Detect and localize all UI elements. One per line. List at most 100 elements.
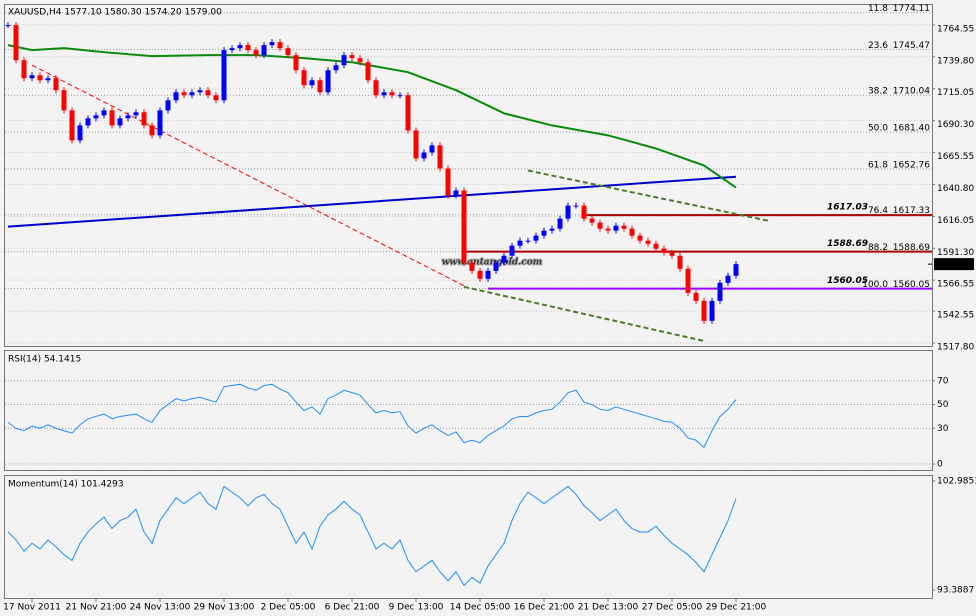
candle [453, 190, 459, 196]
level-label: 1617.03 [827, 203, 868, 213]
x-tick-label: 6 Dec 21:00 [325, 603, 380, 613]
candle [717, 282, 723, 301]
x-tick-label: 27 Dec 05:00 [642, 603, 703, 613]
candle [381, 92, 387, 96]
candle [37, 75, 43, 81]
y-tick-label: 1739.80 [937, 56, 974, 66]
candle [293, 55, 299, 71]
candle [85, 118, 91, 126]
candle [365, 62, 371, 81]
panel-title: Momentum(14) 101.4293 [8, 480, 124, 490]
candle [517, 240, 523, 246]
x-tick-label: 16 Dec 21:00 [514, 603, 575, 613]
level-label: 1560.05 [827, 276, 868, 286]
candle [557, 218, 563, 229]
candle [45, 78, 51, 81]
candle [541, 230, 547, 236]
candle [509, 245, 515, 256]
candle [5, 25, 11, 27]
y-tick-label: 1591.30 [937, 248, 974, 258]
candle [389, 92, 395, 96]
y-tick-label: 102.9851 [937, 476, 976, 486]
candle [261, 45, 267, 56]
fib-ratio: 23.6 [868, 41, 888, 51]
candle [685, 268, 691, 293]
x-tick-label: 9 Dec 13:00 [389, 603, 444, 613]
candle [501, 255, 507, 263]
candle [317, 80, 323, 93]
candle [77, 125, 83, 141]
moving-average [7, 44, 737, 189]
x-tick-label: 2 Dec 05:00 [261, 603, 316, 613]
candle [133, 112, 139, 116]
candle [725, 275, 731, 283]
candle [397, 95, 403, 97]
candle [637, 235, 643, 241]
last-price-label: 1579.00 [937, 261, 974, 271]
fib-ratio: 61.8 [868, 161, 888, 171]
candle [101, 110, 107, 116]
candle [61, 90, 67, 111]
fib-price: 1617.33 [893, 206, 930, 216]
momentum-panel [4, 475, 933, 599]
fib-price: 1681.40 [893, 124, 930, 134]
candle [629, 228, 635, 236]
candle [13, 25, 19, 61]
candle [29, 75, 35, 79]
candle [117, 118, 123, 126]
candle [581, 205, 587, 219]
candle [693, 292, 699, 301]
candle [493, 262, 499, 271]
x-tick-label: 21 Nov 21:00 [66, 603, 127, 613]
trendline [7, 175, 737, 228]
fib-price: 1652.76 [893, 161, 930, 171]
candle [669, 252, 675, 256]
chart-title: XAUUSD,H4 1577.10 1580.30 1574.20 1579.0… [8, 8, 222, 18]
candle [253, 50, 259, 56]
candle [445, 168, 451, 196]
y-tick-label: 0 [937, 460, 943, 470]
candle [221, 50, 227, 101]
candle [477, 270, 483, 279]
candle [421, 152, 427, 159]
candle [301, 70, 307, 86]
indicator-line [7, 383, 737, 449]
candle [733, 264, 739, 276]
candle [165, 100, 171, 111]
candle [213, 95, 219, 101]
candle [245, 45, 251, 51]
rsi-panel [4, 350, 933, 471]
y-tick-label: 1764.55 [937, 24, 974, 34]
watermark: www.antangold.com [442, 258, 543, 268]
fib-price: 1774.11 [893, 4, 930, 14]
candle [149, 125, 155, 136]
fib-ratio: 11.8 [868, 4, 888, 14]
candle [653, 243, 659, 249]
y-tick-label: 93.3887 [937, 586, 974, 596]
y-tick-label: 30 [937, 424, 949, 434]
candle [197, 90, 203, 93]
candle [549, 228, 555, 231]
candle [189, 92, 195, 96]
fib-ratio: 100.0 [862, 280, 888, 290]
candle [181, 92, 187, 96]
candle [677, 255, 683, 269]
candle [357, 58, 363, 63]
fib-ratio: 38.2 [868, 87, 888, 97]
candle [701, 300, 707, 321]
y-tick-label: 1616.05 [937, 216, 974, 226]
candle [125, 115, 131, 119]
candle [613, 225, 619, 231]
candle [373, 80, 379, 96]
y-tick-label: 1690.30 [937, 120, 974, 130]
candle [333, 65, 339, 71]
fib-price: 1588.69 [893, 243, 930, 253]
candle [229, 48, 235, 51]
candle [325, 70, 331, 93]
x-tick-label: 29 Nov 13:00 [194, 603, 255, 613]
candle [661, 248, 667, 253]
candle [349, 55, 355, 59]
candle [429, 145, 435, 153]
candle [437, 145, 443, 169]
